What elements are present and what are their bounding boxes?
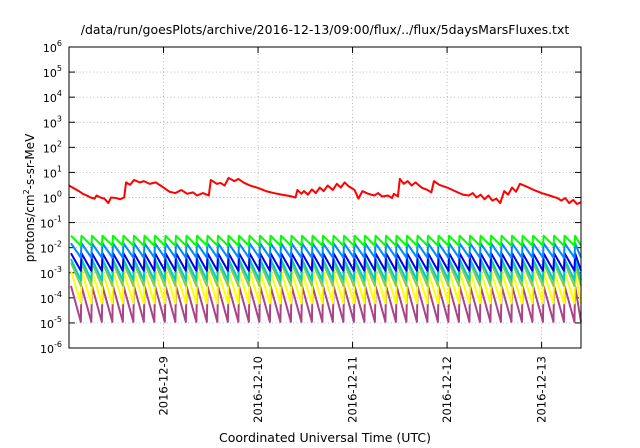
y-tick-exponent: -4: [54, 290, 62, 299]
x-axis-label: Coordinated Universal Time (UTC): [219, 430, 431, 445]
y-tick-label: 101: [43, 164, 62, 180]
x-tick-label: 2016-12-9: [157, 356, 171, 416]
y-tick-base: 10: [43, 117, 57, 130]
y-tick-base: 10: [43, 142, 57, 155]
flux-series-line: [70, 269, 582, 305]
y-tick-base: 10: [40, 293, 54, 306]
y-axis-label-part-1: protons/cm: [23, 194, 37, 262]
y-tick-base: 10: [40, 243, 54, 256]
y-tick-exponent: 4: [57, 89, 62, 98]
y-tick-exponent: 0: [57, 190, 62, 199]
y-tick-label: 10-6: [40, 340, 62, 356]
y-tick-base: 10: [40, 218, 54, 231]
y-tick-exponent: 2: [57, 139, 62, 148]
y-tick-base: 10: [43, 92, 57, 105]
y-tick-exponent: -1: [54, 215, 62, 224]
plot-grid: [69, 47, 581, 348]
y-tick-exponent: -2: [54, 240, 62, 249]
flux-series-line: [70, 252, 582, 272]
y-axis-label-part-2: -s-sr-MeV: [23, 133, 37, 189]
flux-series-line: [70, 284, 582, 323]
x-tick-label: 2016-12-12: [440, 356, 454, 423]
series-layer: [68, 176, 582, 323]
y-tick-exponent: 1: [57, 164, 62, 173]
y-tick-label: 10-4: [40, 290, 62, 306]
y-tick-label: 106: [43, 39, 62, 55]
y-tick-label: 102: [43, 139, 62, 155]
y-tick-label: 10-3: [40, 265, 62, 281]
y-tick-base: 10: [43, 193, 57, 206]
flux-series-line: [70, 242, 582, 259]
x-tick-label: 2016-12-10: [251, 356, 265, 423]
y-axis-label-superscript: 2: [22, 189, 31, 194]
y-tick-label: 104: [43, 89, 62, 105]
flux-series-line: [70, 234, 582, 247]
y-tick-exponent: -6: [54, 340, 62, 349]
flux-series-line: [68, 176, 582, 206]
y-tick-base: 10: [40, 318, 54, 331]
y-tick-exponent: -5: [54, 315, 62, 324]
plot-frame: [68, 46, 582, 349]
y-tick-base: 10: [43, 42, 57, 55]
y-tick-exponent: -3: [54, 265, 62, 274]
y-tick-exponent: 3: [57, 114, 62, 123]
y-axis-ticks: 10610510410310210110010-110-210-310-410-…: [40, 39, 581, 356]
chart-title: /data/run/goesPlots/archive/2016-12-13/0…: [81, 22, 570, 37]
y-axis-label: protons/cm2-s-sr-MeV: [22, 133, 37, 262]
y-tick-base: 10: [43, 67, 57, 80]
y-tick-label: 105: [43, 64, 62, 80]
x-tick-label: 2016-12-11: [346, 356, 360, 423]
y-tick-base: 10: [43, 167, 57, 180]
flux-series-line: [70, 258, 582, 282]
y-tick-exponent: 5: [57, 64, 62, 73]
y-tick-exponent: 6: [57, 39, 62, 48]
y-tick-label: 10-1: [40, 215, 62, 231]
y-tick-label: 10-5: [40, 315, 62, 331]
x-axis-ticks: 2016-12-9 2016-12-10 2016-12-11 2016-12-12 2…: [157, 47, 549, 423]
x-tick-label: 2016-12-13: [535, 356, 549, 423]
y-tick-label: 103: [43, 114, 62, 130]
y-tick-base: 10: [40, 268, 54, 281]
flux-series-line: [70, 261, 582, 287]
y-tick-label: 10-2: [40, 240, 62, 256]
y-tick-base: 10: [40, 343, 54, 356]
y-tick-label: 100: [43, 190, 62, 206]
